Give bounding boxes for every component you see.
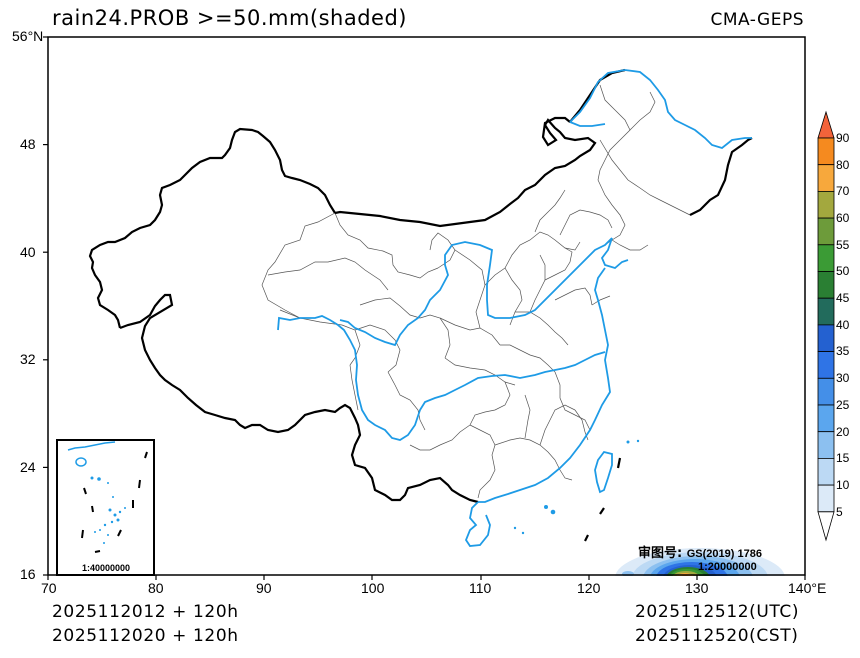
province-boundaries	[261, 84, 691, 499]
chart-title: rain24.PROB >=50.mm(shaded)	[52, 6, 407, 30]
probability-shading	[0, 548, 860, 658]
x-tick-label: 110	[469, 580, 492, 596]
approval-code: GS(2019) 1786	[686, 548, 762, 560]
colorbar-label: 50	[836, 264, 850, 278]
y-tick-label: 32	[20, 351, 36, 367]
y-tick-label: 48	[20, 136, 36, 152]
valid-time-cst: 2025112520(CST)	[635, 626, 799, 646]
plot-frame	[47, 36, 806, 576]
y-tick-label: 24	[20, 459, 36, 475]
axis-ticks	[43, 36, 806, 580]
colorbar-label: 10	[836, 478, 850, 492]
colorbar-label: 15	[836, 451, 850, 465]
inset-map	[56, 439, 155, 576]
islands	[513, 439, 640, 535]
colorbar-label: 60	[836, 211, 850, 225]
colorbar-label: 45	[836, 291, 850, 305]
init-time-utc: 2025112012 + 120h	[52, 602, 239, 622]
inset-map-scale: 1:40000000	[82, 563, 131, 573]
y-tick-label: 40	[20, 244, 36, 260]
y-tick-label: 56°N	[12, 28, 44, 44]
map-approval-number: 审图号: GS(2019) 1786	[638, 542, 762, 561]
x-tick-label: 80	[148, 580, 164, 596]
national-border	[88, 68, 753, 504]
x-tick-label: 140°E	[788, 580, 827, 596]
y-tick-label: 16	[20, 566, 36, 582]
model-name: CMA-GEPS	[710, 10, 804, 30]
x-tick-label: 90	[256, 580, 272, 596]
init-time-cst: 2025112020 + 120h	[52, 626, 239, 646]
colorbar-label: 30	[836, 371, 850, 385]
colorbar-label: 55	[836, 238, 850, 252]
valid-time-utc: 2025112512(UTC)	[635, 602, 800, 622]
x-tick-label: 130	[685, 580, 709, 596]
colorbar-label: 70	[836, 184, 850, 198]
approval-label: 审图号:	[638, 546, 687, 561]
colorbar-label: 35	[836, 344, 850, 358]
main-map-scale: 1:20000000	[698, 561, 757, 573]
x-tick-label: 100	[361, 580, 385, 596]
colorbar-label: 90	[836, 131, 850, 145]
colorbar-label: 40	[836, 318, 850, 332]
colorbar	[817, 110, 835, 542]
colorbar-label: 25	[836, 398, 850, 412]
colorbar-label: 80	[836, 158, 850, 172]
rivers-and-coast	[277, 69, 752, 547]
sea-boundary-dashes	[584, 457, 622, 542]
x-tick-label: 120	[577, 580, 601, 596]
x-tick-label: 70	[41, 580, 57, 596]
colorbar-label: 20	[836, 425, 850, 439]
colorbar-label: 5	[836, 505, 843, 519]
